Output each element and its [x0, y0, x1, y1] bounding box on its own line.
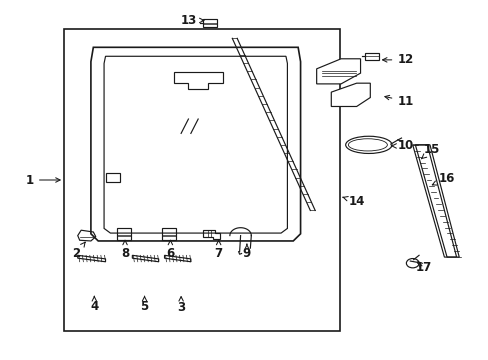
- Polygon shape: [316, 59, 360, 84]
- Text: 3: 3: [177, 297, 185, 314]
- Text: 2: 2: [72, 242, 85, 260]
- Bar: [203, 19, 216, 27]
- Polygon shape: [330, 83, 369, 107]
- Text: 16: 16: [431, 172, 454, 185]
- Bar: [117, 228, 131, 240]
- Text: 8: 8: [121, 240, 129, 260]
- Text: 14: 14: [342, 195, 364, 208]
- Text: 15: 15: [421, 143, 440, 159]
- Text: 17: 17: [415, 261, 431, 274]
- Bar: [161, 228, 176, 240]
- Text: 9: 9: [243, 244, 250, 260]
- Bar: [64, 30, 339, 330]
- Text: 12: 12: [382, 53, 413, 66]
- Text: 5: 5: [140, 297, 148, 313]
- Text: 11: 11: [384, 95, 413, 108]
- Text: 6: 6: [166, 240, 174, 260]
- Bar: [365, 53, 378, 60]
- Text: 1: 1: [26, 174, 60, 186]
- Text: 7: 7: [214, 240, 222, 260]
- Text: 4: 4: [90, 297, 98, 313]
- Text: 10: 10: [391, 139, 413, 152]
- Text: 13: 13: [180, 14, 203, 27]
- Ellipse shape: [345, 136, 391, 153]
